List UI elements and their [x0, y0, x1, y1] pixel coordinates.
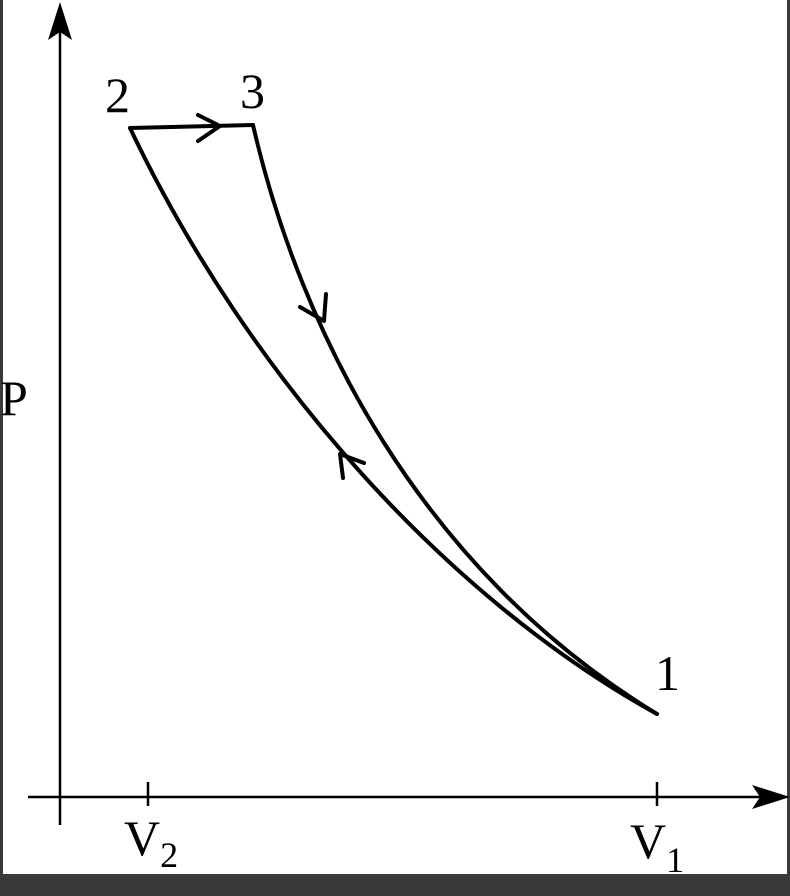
point-label: 3	[240, 63, 265, 119]
y-axis-arrow	[48, 2, 72, 40]
canvas	[3, 0, 787, 874]
tick-label: V1	[630, 813, 684, 880]
axis-label: P	[0, 370, 28, 426]
tick-base: V	[630, 813, 666, 869]
x-axis-arrow	[752, 785, 790, 809]
direction-arrow	[196, 113, 222, 143]
tick-base: V	[124, 810, 160, 866]
tick-sub: 1	[666, 840, 684, 880]
tick-label: V2	[124, 810, 178, 875]
process-1-2	[128, 126, 659, 716]
direction-arrow	[298, 292, 328, 323]
tick-sub: 2	[160, 835, 178, 875]
point-label: 1	[655, 645, 680, 701]
point-label: 2	[105, 67, 130, 123]
direction-arrow	[338, 452, 366, 480]
process-3-1	[251, 123, 659, 716]
process-2-3	[128, 123, 255, 130]
